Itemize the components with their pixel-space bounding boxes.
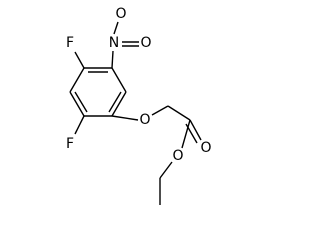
bond (69, 67, 85, 93)
atom-label: F (66, 136, 74, 152)
bond (69, 91, 85, 117)
bond (111, 50, 114, 69)
bond (113, 21, 119, 35)
bond (111, 115, 139, 121)
bond (159, 161, 173, 179)
structure: F F N O O O O O (66, 6, 212, 205)
atom-label: N (109, 35, 119, 51)
bond (189, 119, 202, 141)
bond (167, 105, 191, 121)
bond (108, 91, 122, 113)
bond (151, 105, 169, 116)
bond (181, 119, 191, 149)
bond (74, 115, 85, 135)
bond (74, 91, 88, 113)
bond (111, 67, 127, 93)
atom-label: O (139, 112, 150, 128)
bond (74, 51, 85, 69)
atom-label: O (140, 35, 151, 51)
atom-label: O (115, 6, 126, 22)
bond (111, 91, 127, 117)
atom-label: F (66, 35, 74, 51)
bonds (69, 21, 202, 205)
atom-label: O (172, 148, 183, 164)
atom-label: O (200, 140, 211, 156)
